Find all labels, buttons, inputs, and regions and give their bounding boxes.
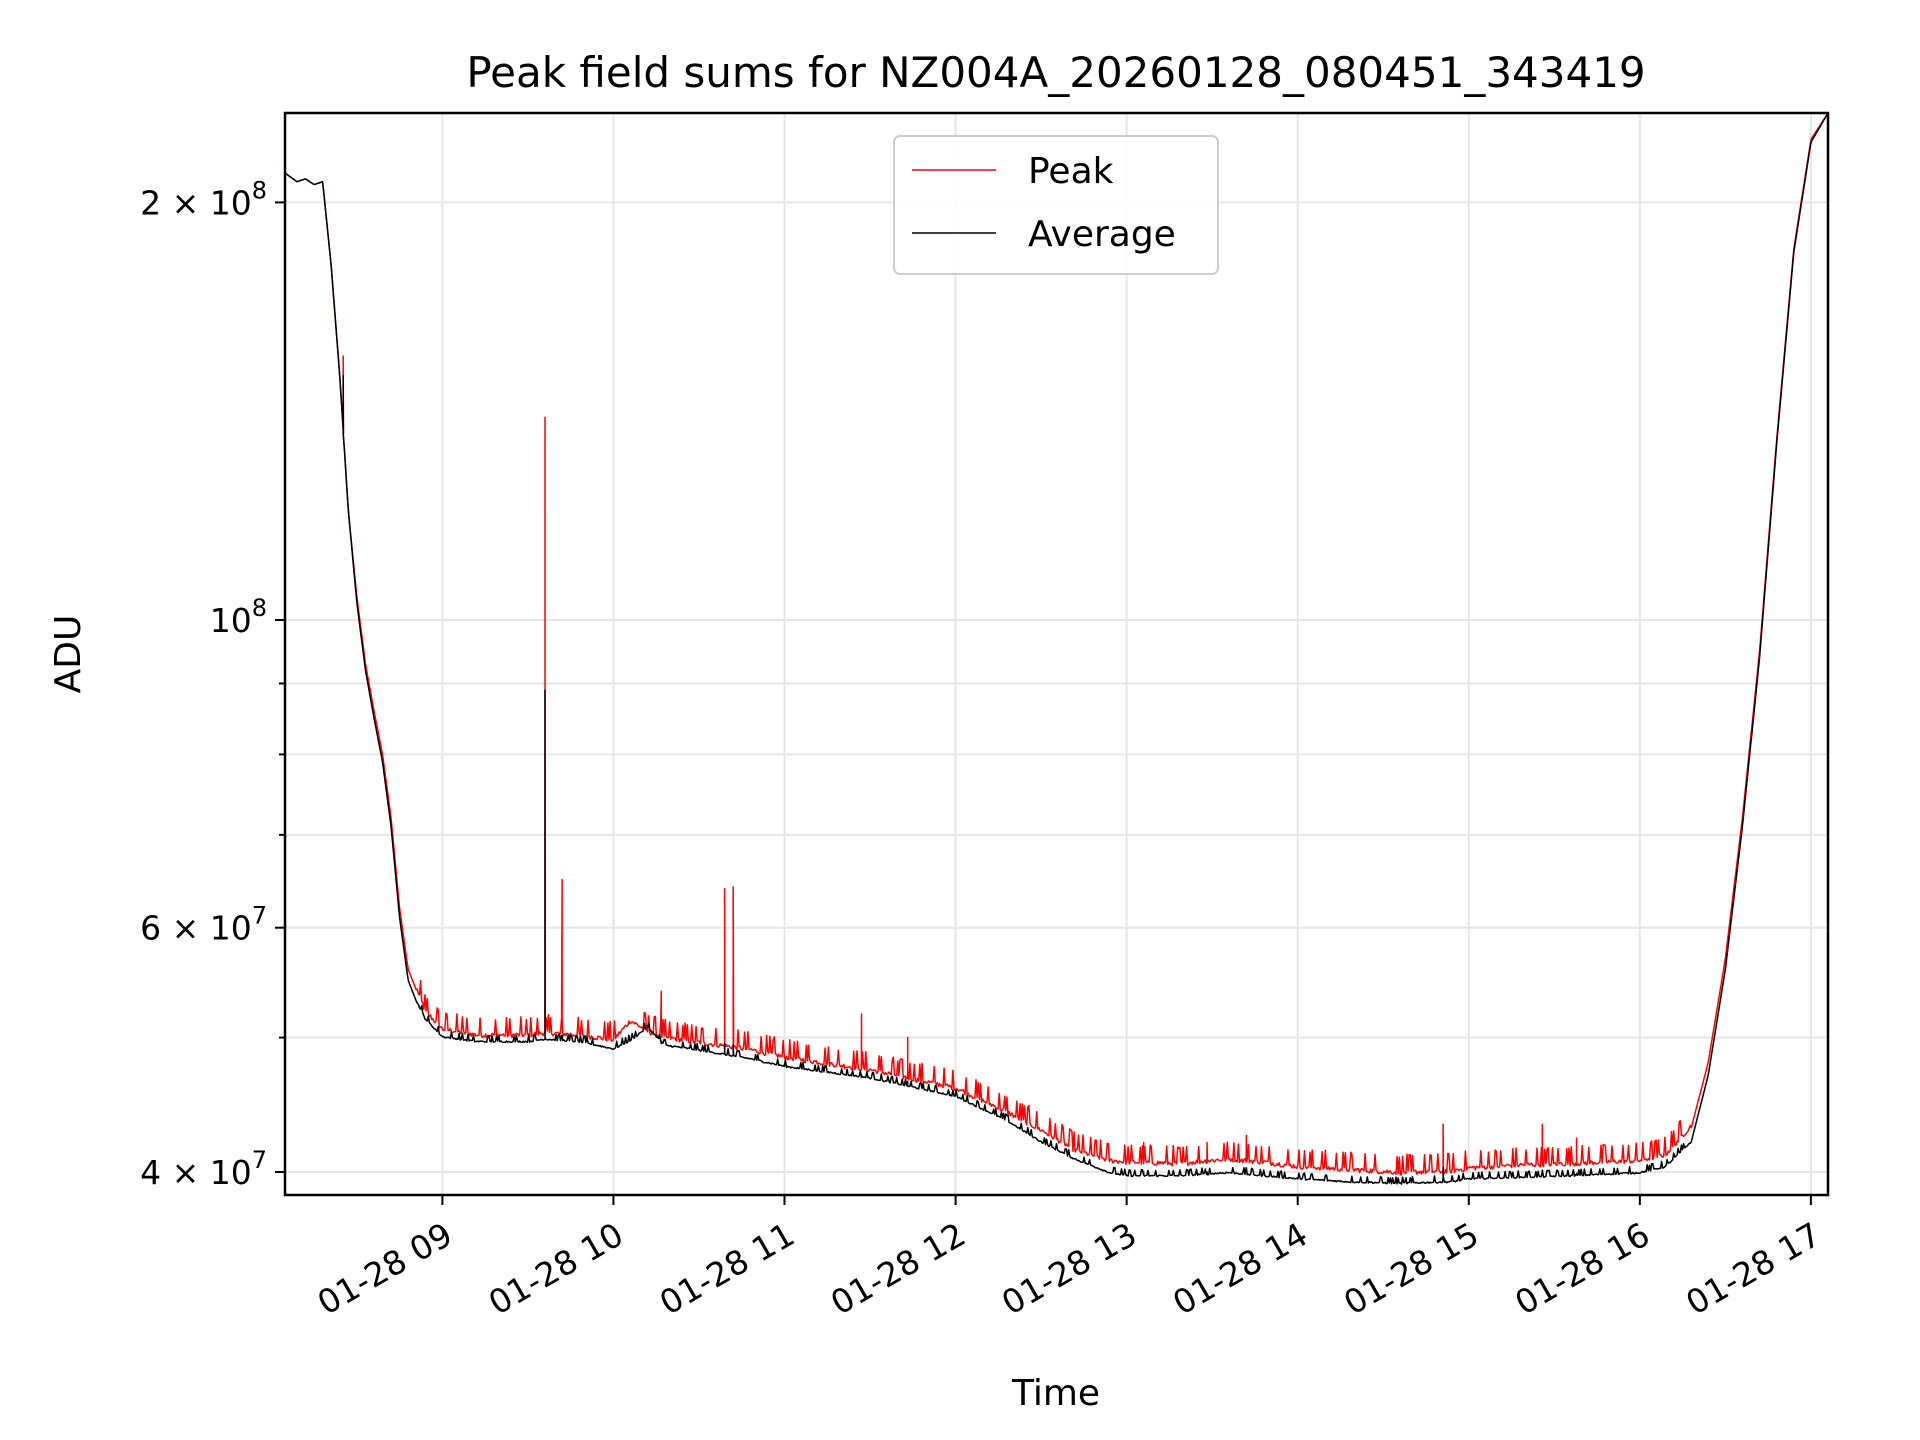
chart-title: Peak field sums for NZ004A_20260128_0804… xyxy=(466,48,1645,97)
y-tick-label: 6 × 107 xyxy=(140,902,267,948)
legend: Peak Average xyxy=(893,135,1219,275)
legend-label-peak: Peak xyxy=(1028,151,1114,192)
series-layer xyxy=(284,112,1829,1185)
y-tick-label: 4 × 107 xyxy=(140,1146,267,1192)
y-tick-label: 108 xyxy=(210,594,267,640)
x-axis-label: Time xyxy=(1011,1373,1100,1414)
grid xyxy=(285,113,1828,1195)
plot-frame xyxy=(283,111,1830,1197)
y-tick-label: 2 × 108 xyxy=(140,176,267,222)
series-line-average xyxy=(284,112,1829,1185)
y-axis-label: ADU xyxy=(48,615,89,694)
legend-label-average: Average xyxy=(1028,214,1176,255)
